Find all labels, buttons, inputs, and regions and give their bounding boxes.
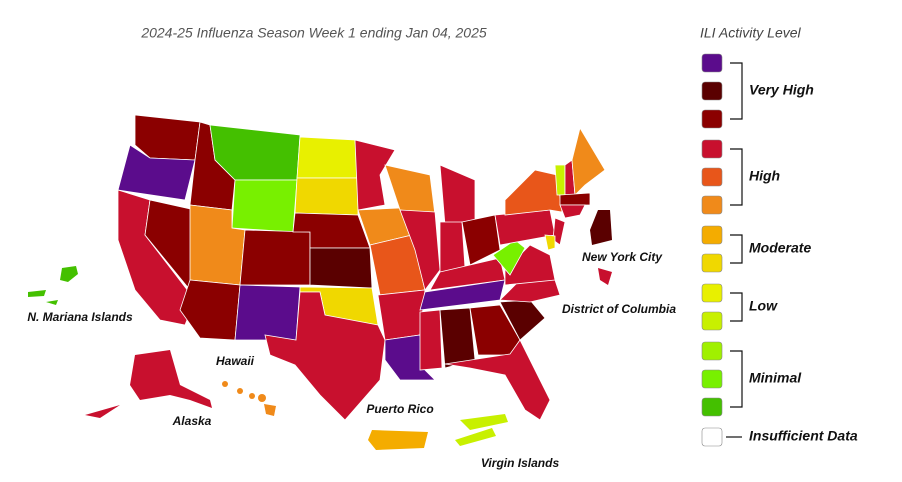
map-label: Virgin Islands xyxy=(481,456,560,470)
legend-bracket xyxy=(730,292,743,322)
map-label: N. Mariana Islands xyxy=(27,310,133,324)
map-label: Hawaii xyxy=(216,354,255,368)
map-title: 2024-25 Influenza Season Week 1 ending J… xyxy=(140,25,487,41)
legend-swatch xyxy=(701,253,723,273)
legend-swatch xyxy=(701,369,723,389)
legend-swatch xyxy=(701,341,723,361)
map-labels: N. Mariana Islands Hawaii Alaska Puerto Ric… xyxy=(27,250,676,470)
legend-bracket xyxy=(730,148,743,206)
legend-swatch xyxy=(701,311,723,331)
legend-swatch xyxy=(701,427,723,447)
legend-swatch xyxy=(701,53,723,73)
legend-swatch xyxy=(701,283,723,303)
legend-bracket xyxy=(730,62,743,120)
legend-title: ILI Activity Level xyxy=(700,25,802,41)
legend-swatch xyxy=(701,397,723,417)
legend-swatch xyxy=(701,109,723,129)
legend-bracket xyxy=(730,234,743,264)
legend-swatch xyxy=(701,139,723,159)
map-label: Puerto Rico xyxy=(366,402,433,416)
legend-bracket xyxy=(730,350,743,408)
legend-swatch xyxy=(701,167,723,187)
legend-label: Low xyxy=(749,298,778,314)
legend-label: High xyxy=(749,168,780,184)
map-label: Alaska xyxy=(172,414,212,428)
legend-label: Insufficient Data xyxy=(749,428,858,444)
map-label: District of Columbia xyxy=(562,302,676,316)
legend-swatch xyxy=(701,81,723,101)
legend-swatch xyxy=(701,225,723,245)
legend-label: Moderate xyxy=(749,240,811,256)
legend-label: Very High xyxy=(749,82,814,98)
map-label: New York City xyxy=(582,250,663,264)
us-map xyxy=(117,114,606,421)
legend-swatch xyxy=(701,195,723,215)
legend: ILI Activity Level Very High High Moderate… xyxy=(700,25,858,447)
territories xyxy=(28,210,612,450)
legend-label: Minimal xyxy=(749,370,802,386)
